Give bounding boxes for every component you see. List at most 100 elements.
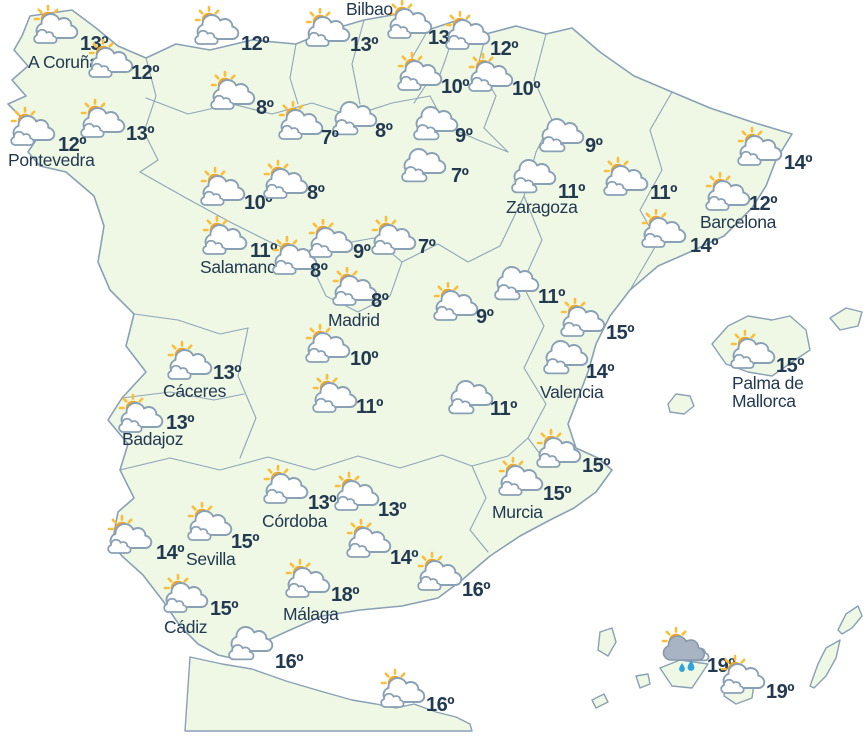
sun-cloud-icon [433, 281, 479, 321]
island-fuerteventura [809, 639, 841, 689]
sun-cloud-icon [445, 10, 491, 50]
city-label: Bilbao [346, 0, 393, 19]
temperature-label: 12º [131, 62, 159, 84]
temperature-label: 14º [586, 361, 614, 383]
city-label: Badajoz [122, 429, 183, 449]
city-label: Pontevedra [8, 150, 95, 170]
city-label: Barcelona [700, 212, 777, 232]
sun-cloud-icon [312, 373, 358, 413]
temperature-label: 13º [350, 34, 378, 56]
weather-station: 9º [308, 218, 371, 263]
temperature-label: 16º [462, 579, 490, 601]
temperature-label: 12º [749, 193, 777, 215]
sun-cloud-icon [200, 166, 246, 206]
weather-station: 7º [401, 148, 469, 187]
temperature-label: 12º [58, 134, 86, 156]
temperature-label: 7º [418, 236, 436, 258]
sun-cloud-icon [305, 7, 351, 47]
temperature-label: 14º [784, 152, 812, 174]
city-label: Valencia [540, 382, 604, 402]
mainland-spain [7, 9, 793, 660]
city-label: Sevilla [186, 549, 236, 569]
weather-station: 9º [539, 118, 603, 157]
island-ibiza [667, 393, 695, 415]
temperature-label: 9º [476, 306, 494, 328]
sun-cloud-icon [346, 518, 392, 558]
sun-cloud-icon [88, 38, 134, 78]
sun-cloud-icon [308, 218, 354, 258]
temperature-label: 16º [426, 694, 454, 716]
cloud-icon [511, 159, 557, 194]
weather-station: 12º [88, 38, 160, 84]
weather-station: 12º [194, 5, 270, 55]
sun-cloud-icon [202, 215, 248, 255]
cloud-icon [448, 380, 494, 415]
temperature-label: 14º [156, 542, 184, 564]
temperature-label: 14º [690, 235, 718, 257]
city-label: Málaga [283, 604, 339, 624]
temperature-label: 13º [126, 123, 154, 145]
cloud-icon [228, 626, 274, 661]
weather-station: 8º [263, 159, 325, 204]
temperature-label: 15º [606, 322, 634, 344]
sun-cloud-icon [107, 514, 153, 554]
temperature-label: 18º [331, 584, 359, 606]
sun-cloud-icon [210, 70, 256, 110]
weather-station: 14º [346, 518, 419, 569]
city-label: Zaragoza [506, 197, 578, 217]
cloud-icon [543, 340, 589, 375]
weather-station: 13º [80, 98, 155, 145]
sun-cloud-icon [80, 98, 126, 138]
island-menorca [829, 307, 863, 331]
cloud-icon [539, 118, 585, 153]
weather-station: 15º [536, 428, 611, 477]
weather-station: 10º [397, 51, 470, 98]
sun-cloud-icon [603, 156, 649, 196]
weather-station: 10º [305, 323, 379, 370]
temperature-label: 15º [210, 598, 238, 620]
cloud-icon [332, 101, 378, 136]
temperature-label: 15º [543, 483, 571, 505]
weather-station: 9º [433, 281, 494, 328]
temperature-label: 8º [375, 120, 393, 142]
weather-station: 7º [371, 215, 436, 258]
north-africa-coast [184, 656, 473, 732]
temperature-label: 10º [512, 78, 540, 100]
temperature-label: 11º [558, 181, 585, 203]
sun-cloud-icon [387, 0, 433, 39]
city-label: Córdoba [262, 511, 328, 531]
weather-station: 9º [413, 106, 473, 147]
temperature-label: 7º [321, 127, 339, 149]
temperature-label: 16º [275, 651, 303, 673]
city-label: A Coruña [28, 52, 99, 72]
temperature-label: 15º [231, 531, 259, 553]
weather-station: 16º [228, 626, 304, 673]
weather-station: 8º [272, 235, 328, 282]
cloud-icon [494, 266, 540, 301]
weather-station: 13º [305, 7, 379, 56]
city-label: Murcia [492, 502, 543, 522]
temperature-label: 12º [241, 33, 269, 55]
temperature-label: 11º [490, 398, 517, 420]
sun-cloud-icon [641, 208, 687, 248]
sun-cloud-icon [187, 501, 233, 541]
island-el-hierro [591, 693, 609, 709]
weather-station: 11º [448, 380, 518, 420]
sun-cloud-icon [278, 100, 324, 140]
weather-station: 10º [468, 52, 541, 100]
island-la-gomera [635, 673, 651, 689]
sun-cloud-icon [730, 329, 776, 369]
temperature-label: 9º [455, 125, 473, 147]
city-label: Cáceres [163, 381, 227, 401]
island-tenerife [659, 659, 709, 689]
